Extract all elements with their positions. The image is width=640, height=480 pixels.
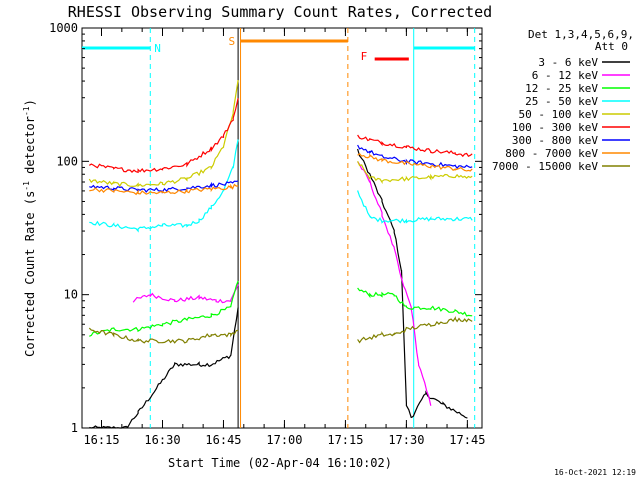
- x-tick-label: 16:30: [144, 433, 180, 447]
- series-line-8: [88, 316, 473, 344]
- legend-entry-label: 12 - 25 keV: [525, 82, 598, 95]
- y-axis-label-sup2: -1: [22, 106, 31, 116]
- y-axis-label-main: Corrected Count Rate (s: [23, 191, 37, 357]
- series-line-5: [88, 98, 473, 174]
- y-tick-label: 1000: [49, 21, 78, 35]
- x-axis: 16:15 16:30 16:45 17:00 17:15 17:30 17:45: [83, 28, 485, 447]
- y-tick-label: 10: [64, 288, 78, 302]
- series-line-0: [89, 148, 468, 429]
- legend-entry-label: 7000 - 15000 keV: [492, 160, 598, 173]
- legend-header-detectors: Det 1,3,4,5,6,9,: [528, 28, 634, 41]
- y-axis-label-tail: detector: [23, 116, 37, 181]
- series-layer: [88, 80, 473, 429]
- legend-entry-label: 100 - 300 keV: [512, 121, 598, 134]
- night-label: N: [154, 42, 161, 55]
- x-tick-label: 16:15: [83, 433, 119, 447]
- series-line-3: [89, 139, 473, 233]
- x-tick-label: 17:00: [266, 433, 302, 447]
- legend-entry-label: 25 - 50 keV: [525, 95, 598, 108]
- legend-entry-label: 6 - 12 keV: [532, 69, 599, 82]
- footer-timestamp: 16-Oct-2021 12:19: [554, 468, 636, 477]
- legend-entry-label: 300 - 800 keV: [512, 134, 598, 147]
- legend-entry-label: 50 - 100 keV: [519, 108, 599, 121]
- x-tick-label: 17:15: [327, 433, 363, 447]
- legend-header-attenuator: Att 0: [595, 40, 628, 53]
- series-line-6: [89, 144, 473, 194]
- y-tick-label: 100: [56, 154, 78, 168]
- annotations: N S F: [82, 28, 476, 428]
- saa-label: S: [229, 35, 236, 48]
- x-tick-label: 17:30: [388, 433, 424, 447]
- series-line-2: [89, 280, 473, 337]
- x-tick-label: 16:45: [205, 433, 241, 447]
- legend-entry-label: 3 - 6 keV: [538, 56, 598, 69]
- series-line-7: [89, 153, 473, 196]
- plot-frame: [81, 27, 483, 429]
- y-axis-label: Corrected Count Rate (s-1 detector-1): [22, 99, 37, 357]
- series-line-4: [88, 80, 473, 188]
- plot-area: [81, 27, 483, 429]
- y-axis: 1 10 100 1000: [49, 21, 482, 435]
- series-line-1: [132, 161, 432, 406]
- x-tick-label: 17:45: [449, 433, 485, 447]
- flare-label: F: [361, 50, 368, 63]
- chart-title: RHESSI Observing Summary Count Rates, Co…: [68, 3, 492, 21]
- y-axis-label-sup: -1: [22, 181, 31, 191]
- y-axis-label-end: ): [23, 99, 37, 106]
- y-tick-label: 1: [71, 421, 78, 435]
- legend-entry-label: 800 - 7000 keV: [505, 147, 598, 160]
- x-axis-label: Start Time (02-Apr-04 16:10:02): [168, 456, 392, 470]
